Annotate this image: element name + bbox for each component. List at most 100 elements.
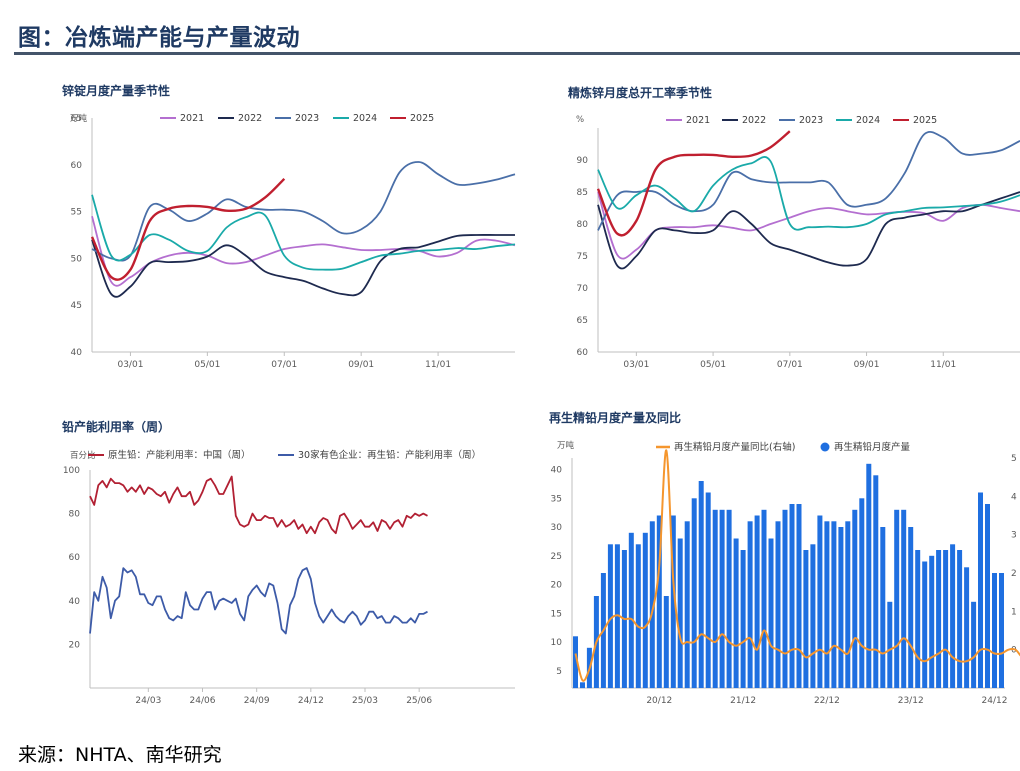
bar: [796, 504, 802, 688]
x-tick-label: 21/12: [730, 696, 756, 706]
y-tick-label: 55: [71, 208, 82, 218]
bar: [894, 509, 900, 689]
y2-tick-label: 3: [1011, 531, 1017, 541]
x-tick-label: 03/01: [623, 360, 649, 370]
bar: [929, 555, 935, 689]
x-tick-label: 11/01: [930, 360, 956, 370]
bar: [978, 492, 983, 688]
y-tick-label: 60: [69, 553, 81, 563]
legend-swatch: [820, 442, 830, 452]
x-tick-label: 25/06: [406, 696, 432, 706]
chart-title: 再生精铅月度产量及同比: [549, 410, 681, 425]
y-tick-label: 70: [577, 284, 589, 294]
y-tick-label: 60: [577, 348, 589, 358]
series-line: [91, 194, 516, 271]
y-tick-label: 90: [577, 156, 589, 166]
y-tick-label: 15: [551, 609, 562, 619]
bar: [922, 561, 928, 688]
legend-label: 再生精铅月度产量: [834, 441, 911, 453]
y-tick-label: 65: [71, 114, 82, 124]
y-tick-label: 40: [69, 597, 81, 607]
y-axis-unit: 万吨: [70, 113, 88, 124]
y-tick-label: 80: [577, 220, 589, 230]
y-tick-label: 10: [551, 638, 563, 648]
legend-label: 2021: [686, 115, 710, 126]
bar: [691, 498, 697, 689]
bar: [663, 596, 669, 688]
bar: [887, 601, 893, 689]
series-line: [597, 156, 1020, 231]
bar: [761, 509, 767, 689]
bar: [705, 492, 711, 688]
bar: [992, 573, 997, 688]
legend-label: 2022: [238, 113, 262, 124]
y-tick-label: 35: [551, 494, 562, 504]
bar: [677, 538, 683, 688]
y-tick-label: 25: [551, 552, 562, 562]
page-title: 图：冶炼端产能与产量波动: [18, 25, 300, 51]
x-tick-label: 22/12: [814, 696, 840, 706]
series-line: [596, 130, 791, 237]
y-tick-label: 20: [551, 581, 563, 591]
bar: [866, 463, 872, 689]
bar: [845, 521, 851, 689]
x-tick-label: 03/01: [117, 360, 143, 370]
y-tick-label: 100: [63, 466, 80, 476]
bar: [789, 504, 795, 688]
x-tick-label: 11/01: [425, 360, 451, 370]
bar: [635, 544, 641, 689]
x-tick-label: 24/12: [982, 696, 1008, 706]
bar: [824, 521, 830, 689]
chart-panel-3: 铅产能利用率（周） 百分比 20 40 60 80 100 24/03 24/06 24/09 24…: [61, 419, 515, 706]
bar: [810, 544, 816, 689]
bar: [684, 521, 690, 689]
bar: [936, 550, 942, 688]
bar: [754, 515, 760, 688]
bar: [957, 550, 963, 688]
x-tick-label: 23/12: [898, 696, 924, 706]
legend-label: 2025: [410, 113, 434, 124]
legend-label: 2024: [353, 113, 377, 124]
bar: [803, 550, 809, 688]
y-tick-label: 85: [577, 188, 588, 198]
bar: [733, 538, 739, 688]
x-tick-label: 07/01: [777, 360, 803, 370]
series-line: [597, 191, 1020, 260]
bar: [642, 532, 648, 689]
bar: [719, 509, 725, 689]
series-line: [89, 475, 428, 535]
x-tick-label: 25/03: [352, 696, 378, 706]
series-line: [91, 161, 516, 262]
chart-panel-2: 精炼锌月度总开工率季节性% 60 65 70 75 80 85 90 03/01 05/01 07/…: [568, 85, 1020, 370]
x-tick-label: 05/01: [700, 360, 726, 370]
x-tick-label: 24/06: [190, 696, 216, 706]
x-tick-label: 24/03: [135, 696, 161, 706]
chart-title: 铅产能利用率（周）: [61, 419, 170, 434]
legend-label: 2021: [180, 113, 204, 124]
y-axis-unit: 百分比: [70, 450, 96, 461]
legend-label: 30家有色企业：再生铅：产能利用率（周）: [298, 449, 481, 461]
x-tick-label: 09/01: [854, 360, 880, 370]
bar: [580, 682, 585, 689]
bar: [999, 573, 1004, 688]
bar: [628, 532, 634, 689]
x-tick-label: 24/09: [244, 696, 270, 706]
series-line: [574, 449, 1020, 682]
bar: [775, 521, 781, 689]
y-axis-unit: 万吨: [557, 440, 575, 451]
series-line: [89, 567, 428, 635]
y-tick-label: 80: [69, 510, 81, 520]
x-tick-label: 20/12: [646, 696, 672, 706]
series-line: [91, 216, 516, 287]
title-divider: [14, 52, 1020, 55]
bar: [712, 509, 718, 689]
series-line: [597, 131, 1020, 231]
bar: [782, 509, 788, 689]
y2-tick-label: 0: [1011, 646, 1017, 656]
series-line: [597, 191, 1020, 270]
legend-label: 2025: [913, 115, 937, 126]
y-tick-label: 45: [71, 301, 82, 311]
bar: [915, 550, 921, 688]
